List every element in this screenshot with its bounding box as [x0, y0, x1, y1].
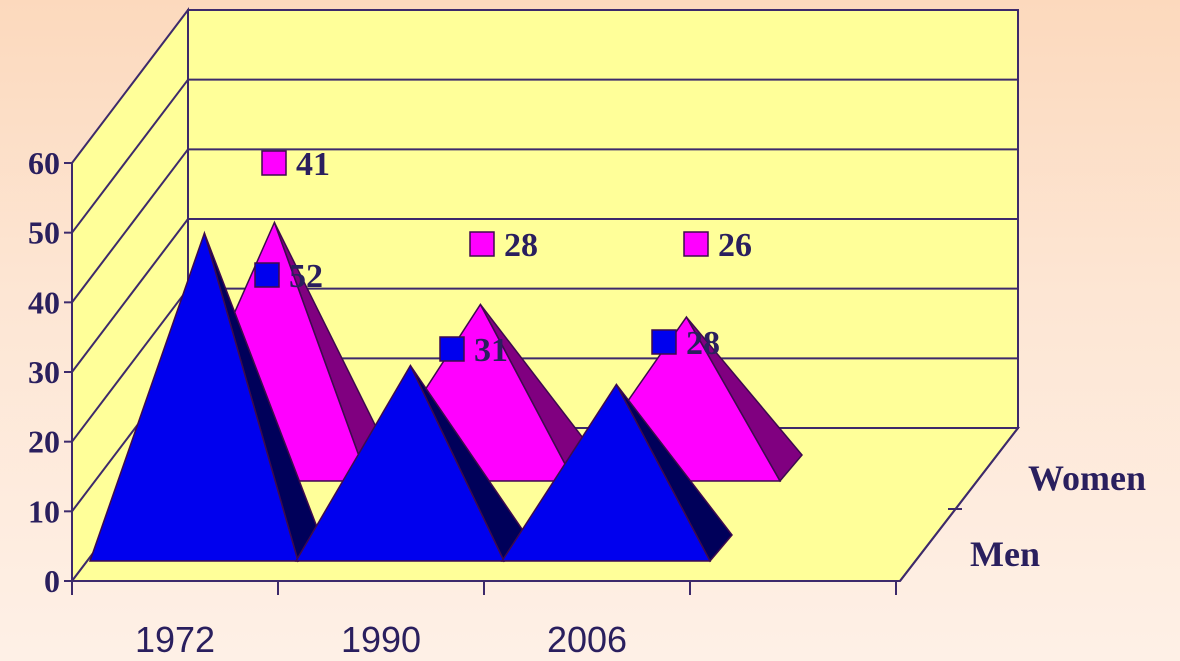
data-label-men-1990: 31 — [474, 332, 508, 369]
data-label-men-2006: 28 — [686, 325, 720, 362]
y-tick-label: 10 — [28, 493, 60, 529]
series-label-men: Men — [970, 534, 1040, 574]
y-tick-label: 40 — [28, 284, 60, 320]
data-label-men-1972: 52 — [289, 258, 323, 295]
y-tick-label: 50 — [28, 215, 60, 251]
legend-key-women — [261, 150, 287, 176]
data-label-women-1972: 41 — [296, 146, 330, 183]
gridline-side — [71, 288, 189, 443]
y-tick-label: 20 — [28, 424, 60, 460]
depth-axis-line — [899, 427, 1019, 582]
y-tick-label: 60 — [28, 145, 60, 181]
chart-data-labels: 41 28 26 52 31 28 — [254, 146, 752, 369]
bar-men-2006 — [500, 382, 712, 562]
legend-key-men — [439, 336, 465, 362]
legend-key-women — [469, 231, 495, 257]
data-label-women-2006: 26 — [718, 227, 752, 264]
x-tick-label: 1972 — [135, 619, 215, 660]
bar-men-1972 — [88, 230, 299, 562]
chart-bars — [88, 220, 803, 563]
gridline-side — [71, 218, 189, 373]
legend-key-women — [683, 231, 709, 257]
gridline-side — [71, 79, 189, 234]
bar-men-1990 — [294, 363, 506, 562]
x-tick-label: 1990 — [341, 619, 421, 660]
data-label-women-1990: 28 — [504, 227, 538, 264]
y-tick-label: 0 — [44, 563, 60, 599]
chart-gridlines — [71, 78, 1018, 512]
x-tick-label: 2006 — [547, 619, 627, 660]
series-label-women: Women — [1028, 458, 1146, 498]
y-tick-label: 30 — [28, 354, 60, 390]
chart-axes: 0 10 20 30 40 50 60 1972 1990 2006 Men Women — [28, 145, 1146, 660]
legend-key-men — [651, 329, 677, 355]
gridline-side — [71, 148, 189, 303]
legend-key-men — [254, 262, 280, 288]
